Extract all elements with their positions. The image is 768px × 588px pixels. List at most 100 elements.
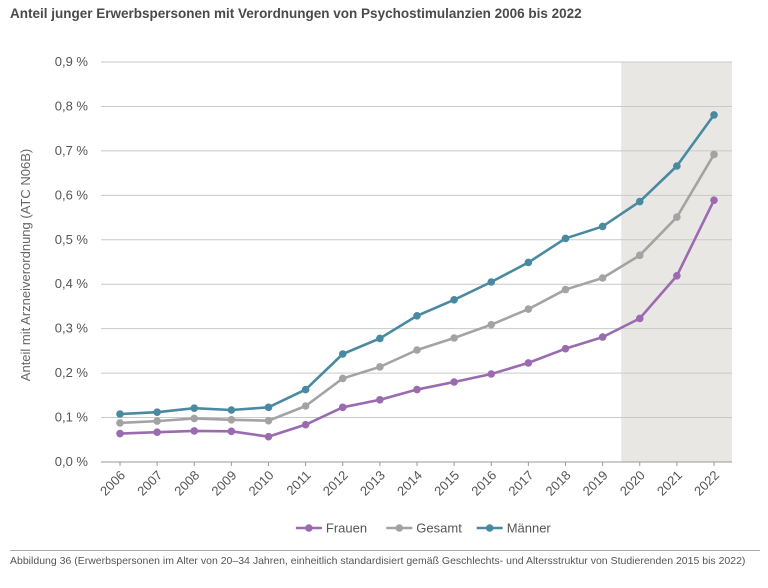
data-point-frauen [338, 403, 347, 412]
x-tick-label: 2013 [357, 468, 388, 499]
x-tick-label: 2022 [691, 468, 722, 499]
x-tick-label: 2006 [97, 468, 128, 499]
data-point-maenner [413, 311, 421, 320]
data-point-maenner [116, 410, 124, 418]
line-chart: 0,0 % 0,1 % 0,2 % 0,3 % 0,4 % 0,5 % 0,6 % 0,7 %… [18, 54, 732, 536]
data-point-gesamt [301, 402, 310, 410]
data-point-maenner [487, 278, 496, 286]
y-axis-label: Anteil mit Arzneiverordnung (ATC N06B) [18, 149, 33, 381]
data-point-maenner [450, 295, 458, 304]
data-point-maenner [227, 406, 236, 414]
data-point-gesamt [376, 363, 384, 371]
x-tick-label: 2016 [468, 468, 499, 499]
x-tick-label: 2012 [320, 468, 351, 499]
legend-swatch-marker [485, 524, 494, 532]
data-point-maenner [376, 334, 384, 343]
data-point-frauen [190, 427, 199, 435]
data-point-frauen [487, 370, 496, 378]
x-tick-label: 2017 [505, 468, 536, 499]
y-tick-label: 0,0 % [55, 454, 89, 469]
data-point-gesamt [710, 150, 718, 159]
projection-highlight-region [621, 62, 732, 462]
data-point-maenner [673, 162, 681, 170]
series-frauen [116, 196, 718, 441]
data-point-frauen [524, 359, 533, 367]
data-point-maenner [264, 403, 273, 412]
x-tick-labels: 2006 2007 2008 2009 2010 2011 2012 2013 2014 2015… [97, 462, 722, 499]
data-point-gesamt [116, 419, 124, 427]
y-tick-label: 0,1 % [55, 410, 89, 425]
series-group [116, 111, 718, 441]
data-point-gesamt [598, 274, 607, 282]
data-point-frauen [153, 428, 161, 437]
x-tick-label: 2019 [580, 468, 611, 499]
legend-label: Männer [507, 521, 552, 536]
series-maenner [116, 111, 718, 418]
legend-item-gesamt: Gesamt [386, 521, 462, 536]
data-point-frauen [413, 385, 421, 394]
data-point-gesamt [264, 416, 273, 425]
y-tick-label: 0,8 % [55, 98, 89, 113]
series-gesamt [116, 150, 718, 427]
legend-swatch-marker [395, 524, 404, 532]
legend-label: Frauen [326, 521, 367, 536]
data-point-maenner [338, 350, 347, 358]
figure-caption: Abbildung 36 (Erwerbspersonen im Alter v… [10, 555, 746, 567]
data-point-frauen [673, 271, 681, 280]
y-tick-labels: 0,0 % 0,1 % 0,2 % 0,3 % 0,4 % 0,5 % 0,6 % 0,7 %… [55, 54, 89, 469]
data-point-maenner [561, 234, 570, 243]
data-point-maenner [598, 222, 607, 231]
data-point-frauen [710, 196, 718, 205]
data-point-gesamt [153, 417, 161, 425]
y-tick-label: 0,3 % [55, 321, 89, 336]
data-point-gesamt [635, 251, 644, 260]
data-point-gesamt [450, 334, 458, 342]
data-point-frauen [227, 427, 236, 436]
legend-label: Gesamt [416, 521, 462, 536]
data-point-frauen [635, 314, 644, 323]
x-tick-label: 2009 [208, 468, 239, 499]
x-tick-label: 2008 [171, 468, 202, 499]
data-point-gesamt [487, 320, 496, 329]
legend-item-maenner: Männer [476, 521, 552, 536]
data-point-gesamt [227, 415, 236, 424]
data-point-gesamt [561, 285, 570, 294]
y-tick-label: 0,2 % [55, 365, 89, 380]
chart-title: Anteil junger Erwerbspersonen mit Verord… [10, 6, 582, 21]
legend: Frauen Gesamt Männer [295, 521, 552, 536]
data-point-frauen [264, 432, 273, 441]
data-point-maenner [635, 197, 644, 206]
data-point-maenner [301, 385, 310, 394]
data-point-frauen [598, 333, 607, 341]
y-tick-label: 0,4 % [55, 276, 89, 291]
x-tick-label: 2021 [654, 468, 685, 499]
x-tick-label: 2011 [283, 468, 313, 498]
x-tick-label: 2014 [394, 468, 425, 499]
data-point-frauen [376, 395, 384, 404]
data-point-gesamt [338, 374, 347, 383]
x-tick-label: 2020 [617, 468, 648, 499]
y-tick-label: 0,7 % [55, 143, 89, 158]
caption-divider [10, 550, 760, 551]
x-tick-label: 2015 [431, 468, 462, 499]
data-point-gesamt [413, 346, 421, 354]
y-tick-label: 0,5 % [55, 232, 89, 247]
data-point-maenner [153, 408, 161, 417]
data-point-maenner [524, 258, 533, 267]
y-tick-label: 0,6 % [55, 187, 89, 202]
x-tick-label: 2007 [134, 468, 165, 499]
data-point-frauen [301, 420, 310, 429]
data-point-maenner [710, 111, 718, 119]
legend-swatch-marker [305, 524, 313, 532]
data-point-maenner [190, 404, 199, 413]
legend-item-frauen: Frauen [295, 521, 367, 536]
data-point-frauen [450, 378, 458, 386]
data-point-frauen [561, 344, 570, 353]
x-tick-label: 2018 [543, 468, 574, 499]
data-point-frauen [116, 429, 124, 438]
data-point-gesamt [524, 305, 533, 313]
data-point-gesamt [190, 414, 199, 423]
data-point-gesamt [673, 213, 681, 221]
x-tick-label: 2010 [246, 468, 277, 499]
y-tick-label: 0,9 % [55, 54, 89, 69]
